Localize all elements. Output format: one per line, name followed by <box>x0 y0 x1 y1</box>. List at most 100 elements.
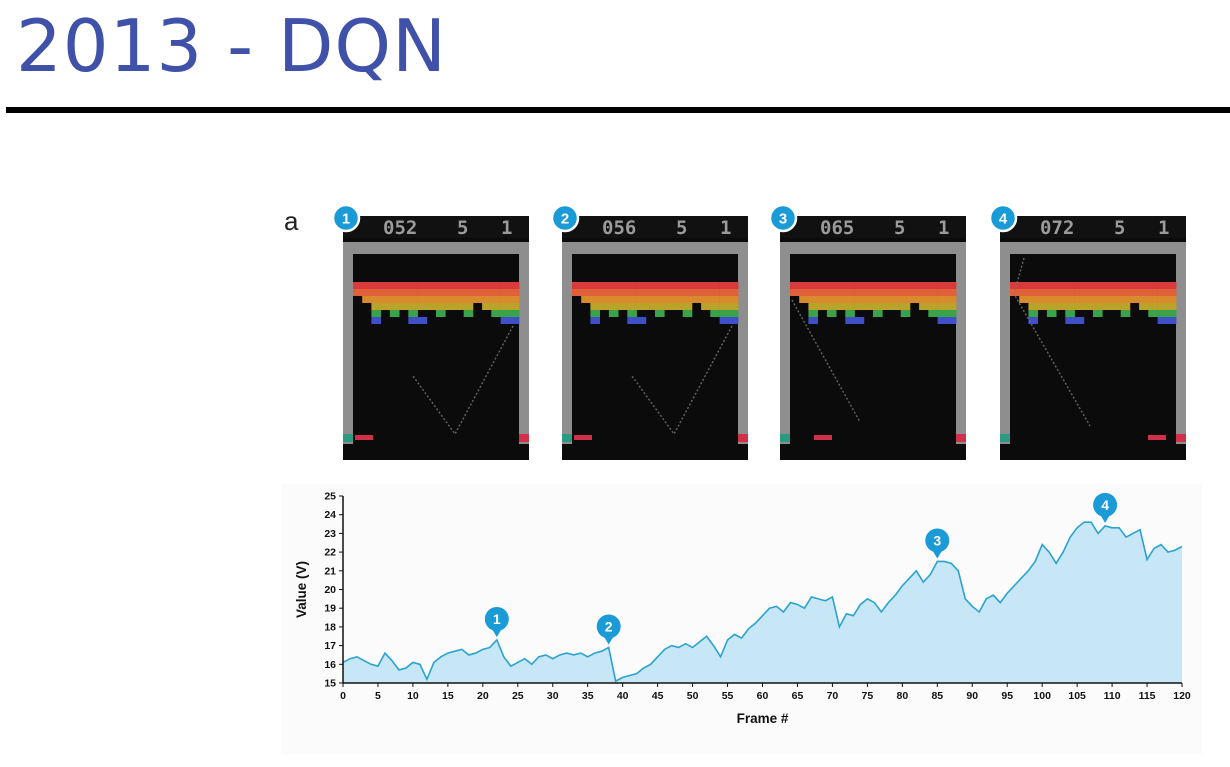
brick <box>417 289 428 296</box>
x-tick-label: 15 <box>442 690 454 702</box>
left-wall <box>343 242 353 444</box>
brick <box>882 282 892 289</box>
pin-label: 2 <box>605 618 613 634</box>
brick <box>436 310 446 317</box>
brick <box>1120 310 1131 317</box>
x-tick-label: 30 <box>547 690 559 702</box>
brick <box>728 303 739 310</box>
brick <box>500 303 511 310</box>
brick <box>808 317 818 324</box>
brick <box>1028 289 1038 296</box>
badge-label: 2 <box>561 211 569 228</box>
brick <box>808 303 818 310</box>
brick <box>1157 303 1168 310</box>
brick <box>1102 303 1112 310</box>
brick <box>599 289 610 296</box>
x-tick-label: 0 <box>340 690 346 702</box>
brick <box>882 296 892 303</box>
top-wall <box>343 242 529 254</box>
paddle <box>355 435 373 440</box>
brick <box>426 289 437 296</box>
brick <box>826 303 837 310</box>
brick <box>710 310 720 317</box>
brick <box>353 289 363 296</box>
brick <box>590 303 600 310</box>
brick <box>946 317 957 324</box>
brick <box>408 296 418 303</box>
brick <box>655 310 665 317</box>
brick <box>380 296 391 303</box>
brick <box>1065 317 1075 324</box>
brick <box>1056 296 1066 303</box>
y-tick-label: 24 <box>324 509 336 521</box>
brick <box>1028 310 1038 317</box>
pin-circle <box>1093 492 1118 517</box>
brick <box>491 296 501 303</box>
x-tick-label: 95 <box>1001 690 1013 702</box>
brick <box>799 289 809 296</box>
brick <box>1129 282 1140 289</box>
top-wall <box>780 242 966 254</box>
brick <box>1046 303 1057 310</box>
player-value: 1 <box>938 217 949 239</box>
brick <box>728 289 739 296</box>
brick <box>719 310 730 317</box>
brick <box>353 282 363 289</box>
player-value: 1 <box>501 217 512 239</box>
score-bar <box>562 216 748 238</box>
brick <box>445 282 455 289</box>
brick <box>691 282 702 289</box>
brick <box>399 282 409 289</box>
brick <box>873 282 883 289</box>
brick <box>1139 303 1149 310</box>
brick <box>590 282 600 289</box>
brick <box>817 296 828 303</box>
brick <box>655 296 665 303</box>
x-tick-label: 90 <box>966 690 978 702</box>
brick <box>1157 289 1168 296</box>
brick <box>710 303 720 310</box>
brick <box>882 289 892 296</box>
brick <box>581 296 591 303</box>
brick <box>454 296 464 303</box>
brick <box>817 303 828 310</box>
slide-title: 2013 - DQN <box>16 4 447 88</box>
brick <box>728 317 739 324</box>
brick <box>836 303 846 310</box>
brick <box>682 303 693 310</box>
brick <box>946 310 957 317</box>
brick <box>919 303 929 310</box>
brick <box>710 296 720 303</box>
frame-marker-badge: 3 <box>768 203 798 233</box>
brick <box>863 296 874 303</box>
brick <box>482 282 492 289</box>
brick <box>719 296 730 303</box>
brick <box>790 289 800 296</box>
brick <box>399 289 409 296</box>
badge-circle <box>550 203 580 233</box>
brick <box>873 310 883 317</box>
annotation-pin: 3 <box>925 528 950 559</box>
brick <box>618 282 628 289</box>
brick <box>799 296 809 303</box>
brick <box>1157 296 1168 303</box>
brick <box>900 296 911 303</box>
badge-circle <box>331 203 361 233</box>
y-tick-label: 23 <box>324 528 336 540</box>
brick <box>482 303 492 310</box>
brick <box>1111 296 1121 303</box>
brick <box>472 282 483 289</box>
paddle <box>814 435 832 440</box>
y-tick-label: 16 <box>324 659 336 671</box>
brick <box>426 282 437 289</box>
left-wall <box>780 242 790 444</box>
brick <box>719 289 730 296</box>
ball-trail <box>631 325 733 436</box>
brick <box>1074 289 1085 296</box>
brick <box>1065 310 1075 317</box>
brick <box>682 296 693 303</box>
brick <box>371 317 381 324</box>
lives-value: 5 <box>676 217 687 239</box>
brick <box>371 310 381 317</box>
brick <box>919 289 929 296</box>
